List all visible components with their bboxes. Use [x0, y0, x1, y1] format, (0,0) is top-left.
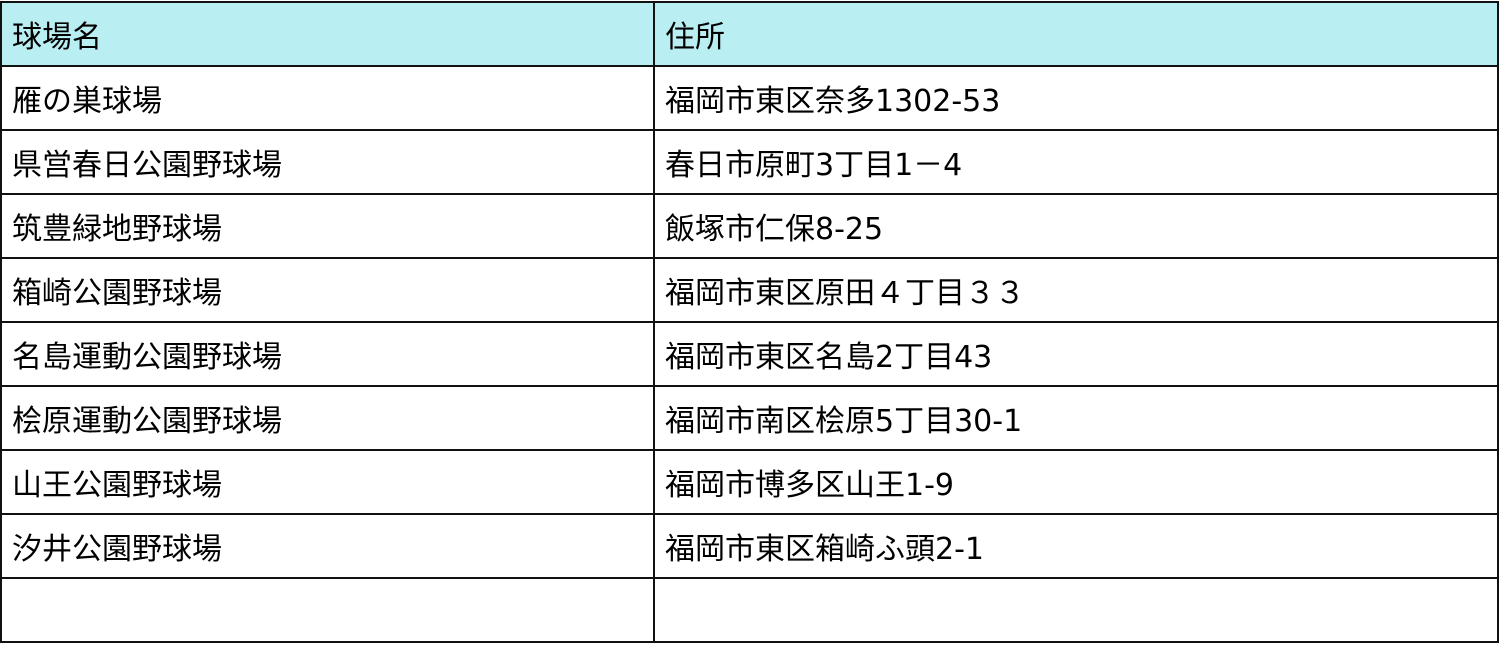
address-cell: 福岡市東区奈多1302-53: [653, 65, 1499, 131]
stadium-name-cell: 桧原運動公園野球場: [0, 385, 655, 451]
address-cell: 春日市原町3丁目1－4: [653, 129, 1499, 195]
table-row: [0, 577, 1499, 643]
address-cell: [653, 577, 1499, 643]
address-cell: 福岡市東区箱崎ふ頭2-1: [653, 513, 1499, 579]
header-row: 球場名 住所: [0, 1, 1499, 67]
address-cell: 福岡市東区名島2丁目43: [653, 321, 1499, 387]
stadium-name-cell: 名島運動公園野球場: [0, 321, 655, 387]
address-cell: 福岡市東区原田４丁目３３: [653, 257, 1499, 323]
stadium-name-cell: 箱崎公園野球場: [0, 257, 655, 323]
stadium-name-cell: 雁の巣球場: [0, 65, 655, 131]
table-row: 汐井公園野球場 福岡市東区箱崎ふ頭2-1: [0, 513, 1499, 579]
header-stadium-name: 球場名: [0, 1, 655, 67]
header-address: 住所: [653, 1, 1499, 67]
table-row: 桧原運動公園野球場 福岡市南区桧原5丁目30-1: [0, 385, 1499, 451]
stadium-name-cell: 県営春日公園野球場: [0, 129, 655, 195]
table-row: 雁の巣球場 福岡市東区奈多1302-53: [0, 65, 1499, 131]
table-row: 名島運動公園野球場 福岡市東区名島2丁目43: [0, 321, 1499, 387]
address-cell: 飯塚市仁保8-25: [653, 193, 1499, 259]
address-cell: 福岡市博多区山王1-9: [653, 449, 1499, 515]
stadium-name-cell: [0, 577, 655, 643]
stadium-table: 球場名 住所 雁の巣球場 福岡市東区奈多1302-53 県営春日公園野球場 春日市原町…: [0, 1, 1499, 643]
address-cell: 福岡市南区桧原5丁目30-1: [653, 385, 1499, 451]
stadium-name-cell: 筑豊緑地野球場: [0, 193, 655, 259]
table-row: 山王公園野球場 福岡市博多区山王1-9: [0, 449, 1499, 515]
table-row: 箱崎公園野球場 福岡市東区原田４丁目３３: [0, 257, 1499, 323]
table-row: 県営春日公園野球場 春日市原町3丁目1－4: [0, 129, 1499, 195]
stadium-name-cell: 汐井公園野球場: [0, 513, 655, 579]
stadium-name-cell: 山王公園野球場: [0, 449, 655, 515]
table-row: 筑豊緑地野球場 飯塚市仁保8-25: [0, 193, 1499, 259]
